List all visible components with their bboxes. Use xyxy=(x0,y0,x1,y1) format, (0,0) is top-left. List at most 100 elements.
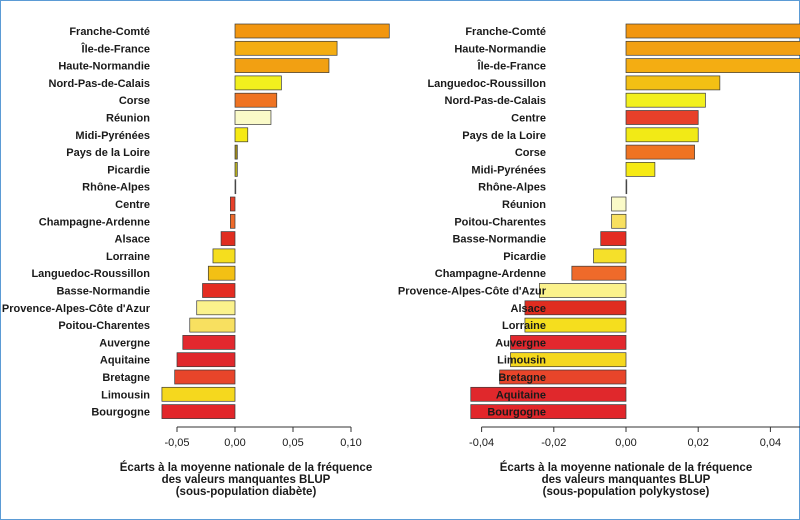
bar-2-14 xyxy=(593,248,627,264)
chart-panel-2: Franche-Comté Haute-Normandie Île-de-Franc… xyxy=(398,23,800,498)
x-tick-label: 0,10 xyxy=(340,437,361,449)
category-label: Alsace xyxy=(511,303,546,315)
x-axis-label-line: (sous-population polykystose) xyxy=(543,486,710,498)
bar-1-10 xyxy=(234,179,237,195)
bar-1-3 xyxy=(234,58,330,73)
bar-2-2 xyxy=(625,40,800,56)
category-label: Île-de-France xyxy=(81,42,150,55)
bar-2-18 xyxy=(524,317,627,333)
bar-1-17 xyxy=(196,300,236,316)
bar-2-4 xyxy=(625,75,721,91)
category-label: Bretagne xyxy=(102,372,150,384)
x-axis-label-line: des valeurs manquantes BLUP xyxy=(162,474,331,486)
category-label: Bourgogne xyxy=(487,407,546,419)
category-label: Centre xyxy=(115,199,150,211)
category-label: Réunion xyxy=(502,199,546,211)
category-label: Haute-Normandie xyxy=(454,43,546,55)
bar-2-15 xyxy=(571,265,627,281)
bar-2-19 xyxy=(510,335,627,350)
category-label: Midi-Pyrénées xyxy=(75,130,150,142)
category-label: Haute-Normandie xyxy=(58,61,150,73)
bar-1-2 xyxy=(234,40,338,56)
x-tick-label: 0,05 xyxy=(282,437,303,449)
bar-1-1 xyxy=(234,23,390,39)
bar-1-21 xyxy=(174,369,236,385)
category-label: Bretagne xyxy=(498,372,546,384)
bar-2-11 xyxy=(611,196,627,212)
x-tick-label: -0,02 xyxy=(541,437,566,449)
category-label: Poitou-Charentes xyxy=(454,216,546,228)
category-label: Rhône-Alpes xyxy=(478,182,546,194)
category-label: Île-de-France xyxy=(477,60,546,73)
x-tick-label: 0,00 xyxy=(224,437,245,449)
category-label: Corse xyxy=(119,95,150,107)
x-axis-label-line: Écarts à la moyenne nationale de la fréq… xyxy=(120,461,372,474)
bar-2-5 xyxy=(625,92,706,108)
category-label: Lorraine xyxy=(502,320,546,332)
category-label: Champagne-Ardenne xyxy=(39,216,150,228)
category-label: Champagne-Ardenne xyxy=(435,268,546,280)
category-label: Languedoc-Roussillon xyxy=(427,78,546,90)
category-label: Franche-Comté xyxy=(69,26,150,38)
category-label: Pays de la Loire xyxy=(66,147,150,159)
category-label: Rhône-Alpes xyxy=(82,182,150,194)
category-label: Franche-Comté xyxy=(465,26,546,38)
bar-1-7 xyxy=(234,127,249,143)
x-tick-label: -0,04 xyxy=(469,437,494,449)
bar-1-12 xyxy=(230,213,236,229)
bar-1-8 xyxy=(234,144,238,160)
bar-1-20 xyxy=(176,352,236,368)
bar-2-23 xyxy=(470,404,627,419)
x-axis-label-line: des valeurs manquantes BLUP xyxy=(542,474,711,486)
bar-2-8 xyxy=(625,144,695,160)
category-label: Midi-Pyrénées xyxy=(471,164,546,176)
bar-2-9 xyxy=(625,162,656,177)
bar-2-20 xyxy=(510,352,627,368)
category-label: Basse-Normandie xyxy=(56,286,150,298)
bar-1-15 xyxy=(207,265,236,281)
bar-2-12 xyxy=(611,213,627,229)
x-tick-label: 0,04 xyxy=(760,437,781,449)
chart-panel-1: Franche-Comté Île-de-France Haute-Normandi… xyxy=(2,23,390,498)
category-label: Limousin xyxy=(101,389,150,401)
bar-2-17 xyxy=(524,300,627,316)
bar-1-5 xyxy=(234,92,278,108)
bar-2-10 xyxy=(625,179,628,195)
bar-1-18 xyxy=(189,317,236,333)
bar-2-3 xyxy=(625,58,800,73)
category-label: Provence-Alpes-Côte d'Azur xyxy=(2,303,151,315)
bar-2-1 xyxy=(625,23,800,39)
bar-1-6 xyxy=(234,110,272,125)
category-label: Auvergne xyxy=(99,337,150,349)
bar-1-9 xyxy=(234,162,238,177)
category-label: Alsace xyxy=(115,234,150,246)
x-tick-label: 0,02 xyxy=(687,437,708,449)
category-label: Lorraine xyxy=(106,251,150,263)
category-label: Aquitaine xyxy=(100,355,150,367)
category-label: Auvergne xyxy=(495,337,546,349)
bar-1-14 xyxy=(212,248,236,264)
bar-2-16 xyxy=(539,283,627,298)
category-label: Nord-Pas-de-Calais xyxy=(445,95,546,107)
category-label: Pays de la Loire xyxy=(462,130,546,142)
category-label: Nord-Pas-de-Calais xyxy=(49,78,150,90)
category-label: Limousin xyxy=(497,355,546,367)
bar-1-11 xyxy=(230,196,236,212)
bar-2-7 xyxy=(625,127,699,143)
bar-2-13 xyxy=(600,231,627,246)
bar-1-19 xyxy=(182,335,236,350)
category-label: Provence-Alpes-Côte d'Azur xyxy=(398,286,547,298)
category-label: Réunion xyxy=(106,113,150,125)
category-label: Languedoc-Roussillon xyxy=(31,268,150,280)
bar-2-22 xyxy=(470,386,627,402)
category-label: Bourgogne xyxy=(91,407,150,419)
category-label: Corse xyxy=(515,147,546,159)
category-label: Centre xyxy=(511,113,546,125)
category-label: Poitou-Charentes xyxy=(58,320,150,332)
bar-2-6 xyxy=(625,110,699,125)
bar-1-4 xyxy=(234,75,282,91)
bar-1-22 xyxy=(161,386,236,402)
x-axis-label-line: (sous-population diabète) xyxy=(176,486,317,498)
category-label: Basse-Normandie xyxy=(452,234,546,246)
